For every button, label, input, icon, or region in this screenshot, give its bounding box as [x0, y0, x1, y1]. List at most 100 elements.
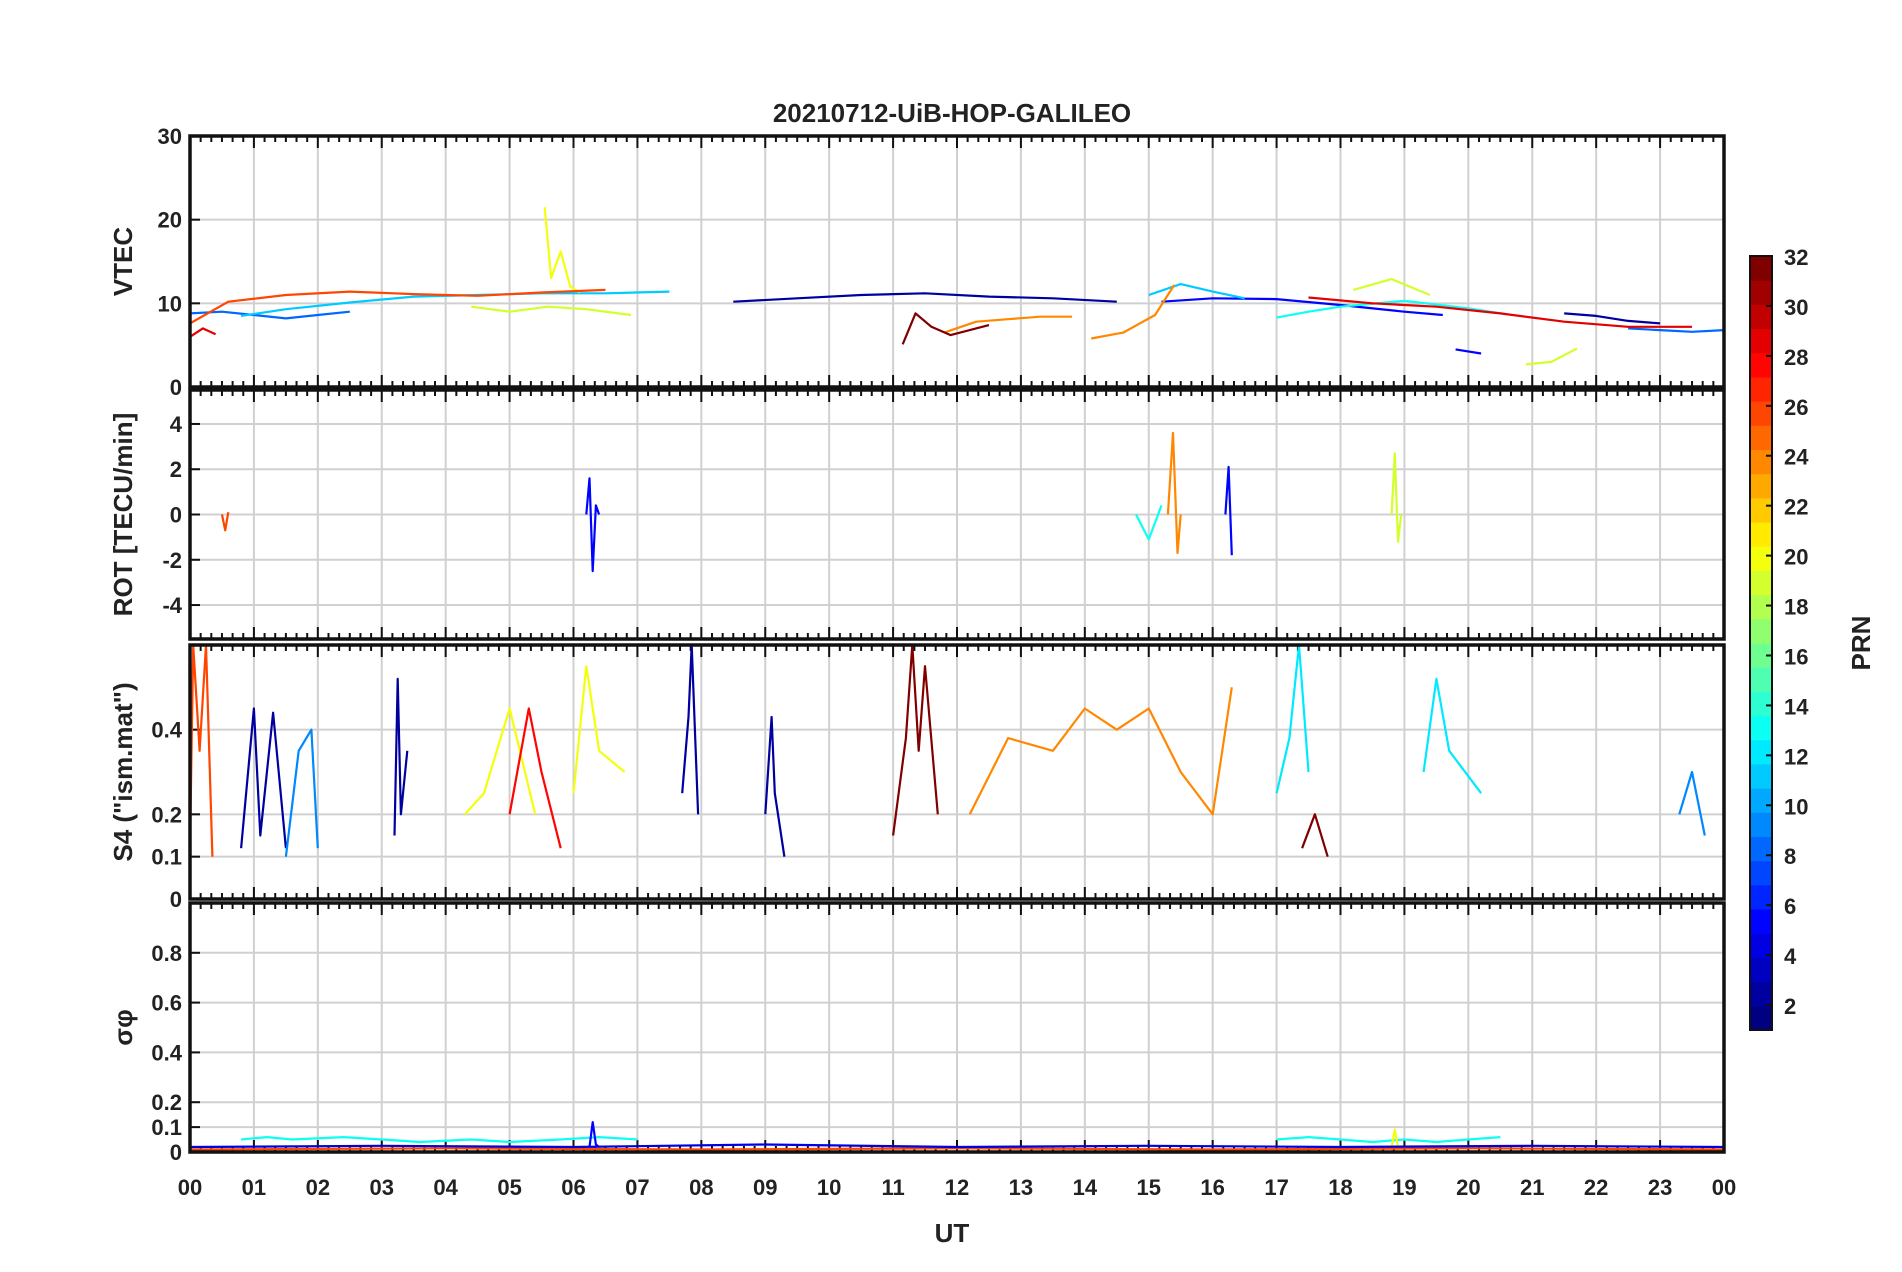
x-tick-label: 11: [881, 1175, 904, 1200]
colorbar-swatch: [1750, 449, 1772, 475]
colorbar-swatch: [1750, 981, 1772, 1007]
x-tick-label: 05: [497, 1175, 521, 1200]
x-tick-label: 09: [753, 1175, 777, 1200]
colorbar-swatch: [1750, 522, 1772, 547]
y-tick-label-rot: -4: [162, 593, 182, 618]
series-line-prn-2: [1564, 312, 1661, 325]
colorbar-tick-label: 20: [1784, 545, 1808, 570]
colorbar-swatch: [1750, 812, 1772, 837]
x-tick-label: 20: [1456, 1175, 1480, 1200]
series-line-prn-5: [588, 1120, 600, 1148]
series-line-prn-26: [220, 512, 230, 532]
colorbar-frame: [1749, 255, 1773, 1031]
colorbar-swatch: [1750, 667, 1772, 692]
series-line-prn-24: [1166, 431, 1182, 555]
series-line-prn-2: [764, 715, 786, 857]
series-line-prn-32: [892, 645, 939, 836]
series-line-prn-19: [1525, 347, 1578, 366]
x-tick-label: 10: [817, 1175, 841, 1200]
colorbar-swatch: [1750, 546, 1772, 571]
y-tick-label-rot: -2: [162, 548, 182, 573]
x-tick-label: 00: [1712, 1175, 1736, 1200]
y-tick-label-sigma_phi: 0.2: [151, 1090, 182, 1115]
panel-s4: 0 0.1 0.2 0.4 S4 ("ism.mat"): [108, 643, 1726, 912]
colorbar-swatch: [1750, 691, 1772, 717]
series-line-prn-8: [1628, 327, 1724, 333]
colorbar-swatch: [1750, 788, 1772, 813]
colorbar-swatch: [1750, 570, 1772, 596]
series-group-sigma_phi: [190, 1120, 1724, 1151]
panel-frame: [188, 643, 1726, 901]
colorbar-swatch: [1750, 425, 1772, 450]
panel-frame: [188, 134, 1726, 389]
colorbar-swatch: [1750, 836, 1772, 862]
series-line-prn-19: [471, 305, 632, 317]
y-tick-label-vtec: 30: [158, 124, 182, 149]
series-line-prn-12: [1275, 645, 1310, 794]
x-tick-label: 14: [1073, 1175, 1098, 1200]
x-tick-label: 13: [1009, 1175, 1033, 1200]
series-line-prn-4: [190, 1143, 1724, 1149]
y-tick-label-rot: 2: [170, 457, 182, 482]
x-tick-label: 18: [1328, 1175, 1352, 1200]
x-tick-label: 17: [1264, 1175, 1288, 1200]
x-tick-label: 21: [1520, 1175, 1544, 1200]
colorbar-tick-label: 8: [1784, 844, 1796, 869]
colorbar-tick-label: 10: [1784, 794, 1808, 819]
colorbar-swatch: [1750, 739, 1772, 765]
y-axis-label-rot: ROT [TECU/min]: [108, 413, 138, 617]
y-axis-label-sigma_phi: σφ: [108, 1009, 138, 1045]
colorbar-swatch: [1750, 884, 1772, 910]
series-line-prn-5: [585, 477, 601, 573]
x-tick-label: 04: [433, 1175, 458, 1200]
y-axis-label-s4: S4 ("ism.mat"): [108, 682, 138, 861]
x-tick-label: 15: [1137, 1175, 1161, 1200]
colorbar-tick-label: 24: [1784, 445, 1809, 470]
colorbar-tick-label: 6: [1784, 894, 1796, 919]
colorbar-tick-label: 32: [1784, 245, 1808, 270]
series-group-vtec: [190, 207, 1724, 366]
y-axis-label-vtec: VTEC: [108, 227, 138, 297]
colorbar-tick-label: 12: [1784, 744, 1808, 769]
colorbar-swatch: [1750, 376, 1772, 402]
colorbar-tick-label: 26: [1784, 395, 1808, 420]
colorbar-tick-label: 30: [1784, 295, 1808, 320]
series-line-prn-5: [1161, 297, 1443, 317]
colorbar-swatch: [1750, 643, 1772, 668]
series-line-prn-19: [1390, 452, 1403, 543]
series-line-prn-13: [240, 1135, 638, 1144]
colorbar-swatch: [1750, 618, 1772, 644]
colorbar-label: PRN: [1846, 616, 1876, 671]
series-line-prn-20: [1390, 1128, 1400, 1148]
y-tick-label-vtec: 10: [158, 291, 182, 316]
series-group-s4: [190, 645, 1706, 858]
series-line-prn-20: [543, 207, 581, 294]
colorbar-tick-label: 18: [1784, 595, 1808, 620]
series-line-prn-13: [1135, 505, 1163, 541]
colorbar-swatch: [1750, 497, 1772, 523]
x-tick-label: 07: [625, 1175, 649, 1200]
series-line-prn-28: [508, 707, 562, 849]
colorbar-tick-label: 4: [1784, 944, 1797, 969]
y-tick-label-sigma_phi: 0: [170, 1140, 182, 1165]
panel-vtec: 0 10 20 30 VTEC: [108, 124, 1726, 400]
x-axis-label: UT: [935, 1218, 970, 1248]
series-line-prn-2: [733, 292, 1117, 303]
colorbar-swatch: [1750, 256, 1772, 281]
colorbar-tick-label: 28: [1784, 345, 1808, 370]
x-tick-label: 16: [1200, 1175, 1224, 1200]
colorbar-tick-label: 14: [1784, 694, 1809, 719]
panel-frame: [188, 388, 1726, 641]
y-tick-label-rot: 0: [170, 503, 182, 528]
colorbar-swatch: [1750, 352, 1772, 378]
series-line-prn-5: [1224, 465, 1233, 556]
x-tick-label: 06: [561, 1175, 585, 1200]
series-line-prn-32: [1301, 813, 1329, 858]
series-line-prn-2: [393, 677, 409, 836]
panel-rot: -4 -2 0 2 4 ROT [TECU/min]: [108, 388, 1726, 641]
series-line-prn-8: [190, 310, 350, 320]
y-tick-label-sigma_phi: 0.6: [151, 991, 182, 1016]
y-tick-label-s4: 0: [170, 887, 182, 912]
x-tick-label: 02: [306, 1175, 330, 1200]
colorbar-swatch: [1750, 473, 1772, 499]
